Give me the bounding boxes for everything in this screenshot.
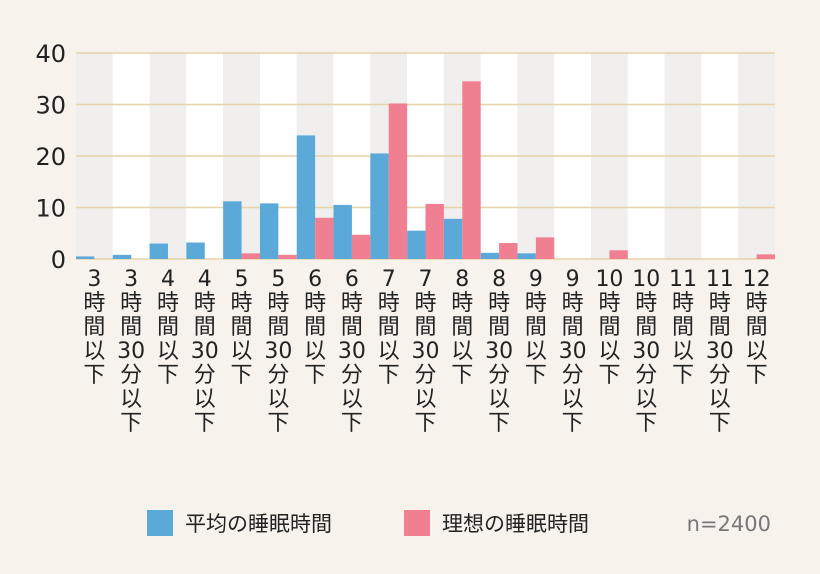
- bar-average: [112, 254, 132, 259]
- x-category-label: 11 時間以下: [669, 267, 697, 388]
- bar-average: [517, 253, 536, 259]
- bar-ideal: [609, 250, 628, 259]
- bar-average: [186, 242, 205, 259]
- bar-ideal: [351, 234, 371, 259]
- x-category-label: 3 時間以下: [83, 267, 105, 388]
- bar-average: [296, 135, 316, 259]
- legend-swatch-average: [147, 510, 173, 536]
- bar-ideal: [425, 203, 444, 259]
- x-category-label: 4 時間以下: [157, 267, 179, 388]
- bar-average: [480, 252, 500, 259]
- legend: 平均の睡眠時間 理想の睡眠時間: [147, 510, 589, 536]
- x-category-label: 9 時間 30 分以下: [559, 267, 587, 436]
- x-category-label: 4 時間 30 分以下: [191, 267, 219, 436]
- y-tick-label: 0: [51, 246, 66, 274]
- x-category-label: 3 時間 30 分以下: [117, 267, 145, 436]
- x-category-label: 6 時間 30 分以下: [338, 267, 366, 436]
- y-axis-ticks: 0 10 20 30 40: [35, 40, 66, 274]
- bar-average: [149, 243, 168, 259]
- bar-average: [370, 153, 389, 259]
- x-category-label: 6 時間以下: [304, 267, 326, 388]
- bar-ideal: [315, 217, 334, 259]
- bar-average: [259, 203, 279, 259]
- bar-average: [333, 204, 352, 259]
- x-category-label: 8 時間 30 分以下: [485, 267, 513, 436]
- x-category-label: 7 時間 30 分以下: [412, 267, 440, 436]
- x-category-label: 11 時間 30 分以下: [706, 267, 734, 436]
- x-category-label: 5 時間以下: [231, 267, 253, 388]
- legend-swatch-ideal: [404, 510, 430, 536]
- bar-ideal: [388, 103, 408, 259]
- x-category-label: 10 時間以下: [595, 267, 623, 388]
- x-category-label: 12 時間以下: [743, 267, 771, 388]
- bar-ideal: [278, 254, 297, 259]
- y-tick-label: 30: [35, 92, 66, 120]
- x-category-label: 8 時間以下: [451, 267, 473, 388]
- legend-label-average: 平均の睡眠時間: [185, 512, 332, 536]
- x-category-label: 10 時間 30 分以下: [632, 267, 660, 436]
- bar-ideal: [462, 81, 481, 259]
- bar-average: [443, 218, 463, 259]
- x-category-label: 7 時間以下: [378, 267, 400, 388]
- x-axis-categories: 3 時間以下 3 時間 30 分以下 4 時間以下 4 時間 30 分以下 5 時間以下 5 時間 30 分以下 6…: [83, 267, 770, 436]
- bar-average: [407, 230, 426, 259]
- y-tick-label: 40: [35, 40, 66, 68]
- bar-average: [223, 201, 242, 259]
- bars: [76, 81, 775, 259]
- bar-average: [76, 256, 95, 259]
- x-category-label: 5 時間 30 分以下: [264, 267, 292, 436]
- bar-ideal: [756, 254, 775, 259]
- legend-label-ideal: 理想の睡眠時間: [442, 512, 589, 536]
- bar-ideal: [535, 237, 555, 259]
- bar-ideal: [241, 253, 260, 259]
- x-category-label: 9 時間以下: [525, 267, 547, 388]
- bar-ideal: [499, 243, 518, 259]
- y-tick-label: 20: [35, 143, 66, 171]
- y-tick-label: 10: [35, 195, 66, 223]
- sample-size-note: n=2400: [687, 512, 771, 536]
